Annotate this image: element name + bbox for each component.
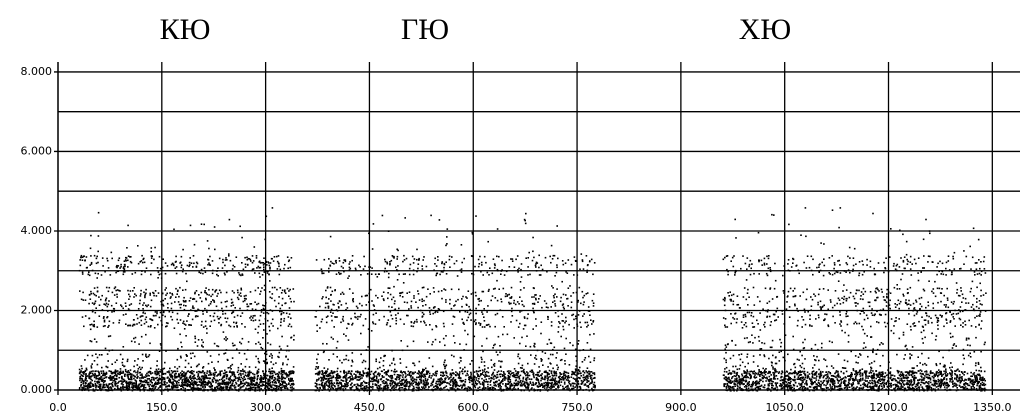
x-tick-label: 300.0 — [250, 401, 282, 414]
x-tick-label: 1350.0 — [973, 401, 1012, 414]
y-tick-label: 8.000 — [21, 65, 53, 78]
y-tick-label: 2.000 — [21, 303, 53, 316]
x-tick-label: 900.0 — [665, 401, 697, 414]
x-tick-label: 1200.0 — [869, 401, 908, 414]
x-tick-label: 1050.0 — [765, 401, 804, 414]
x-tick-label: 600.0 — [458, 401, 490, 414]
sound-segment: ХЮ — [722, 207, 987, 392]
x-tick-label: 750.0 — [561, 401, 593, 414]
x-tick-label: 0.0 — [49, 401, 67, 414]
y-tick-label: 6.000 — [21, 144, 53, 157]
x-tick-label: 150.0 — [146, 401, 178, 414]
annotation: ХЮ — [739, 13, 792, 46]
sound-segment: КЮ — [78, 207, 295, 392]
y-tick-label: 4.000 — [21, 224, 53, 237]
annotation: КЮ — [160, 13, 211, 46]
y-tick-label: 0.000 — [21, 383, 53, 396]
sound-segment: ГЮ — [314, 212, 596, 392]
annotation: ГЮ — [401, 13, 449, 46]
x-tick-label: 450.0 — [354, 401, 386, 414]
